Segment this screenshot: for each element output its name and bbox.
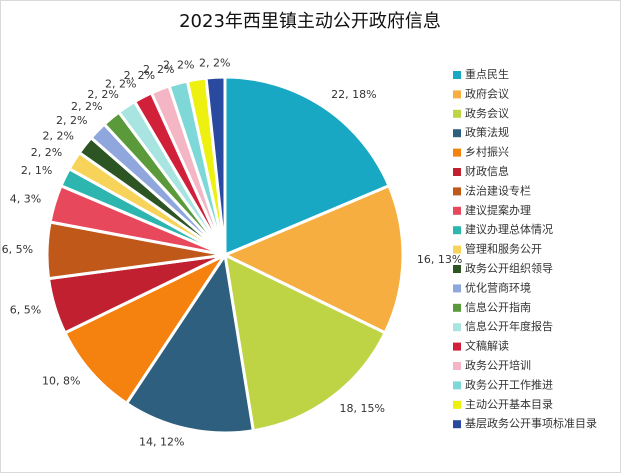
legend-label: 政务会议 <box>465 106 509 120</box>
data-label: 2, 2% <box>31 146 62 159</box>
legend-swatch <box>453 129 461 138</box>
legend-label: 法治建设专栏 <box>465 183 531 197</box>
legend-label: 信息公开年度报告 <box>465 319 553 333</box>
pie-slice <box>204 75 227 256</box>
legend-label: 基层政务公开事项标准目录 <box>465 416 597 430</box>
data-label: 2, 2% <box>199 56 230 69</box>
legend-label: 信息公开指南 <box>465 300 531 314</box>
legend-swatch <box>453 323 461 332</box>
data-label: 2, 2% <box>87 88 118 101</box>
legend-swatch <box>453 362 461 370</box>
pie-slice <box>124 250 256 435</box>
legend-swatch <box>453 265 461 273</box>
legend-swatch <box>453 303 461 312</box>
legend-swatch <box>453 168 461 176</box>
legend-swatch <box>453 342 461 351</box>
legend-swatch <box>453 400 461 409</box>
data-label: 2, 2% <box>56 114 87 127</box>
data-label: 16, 13% <box>417 253 462 266</box>
data-label: 2, 2% <box>124 69 155 82</box>
data-label: 22, 18% <box>331 88 376 101</box>
legend-swatch <box>453 245 461 254</box>
data-label: 6, 5% <box>2 243 33 256</box>
legend-swatch <box>453 206 461 215</box>
data-label: 2, 2% <box>143 63 174 76</box>
data-label: 6, 5% <box>10 303 41 316</box>
legend-label: 重点民生 <box>465 67 509 81</box>
legend-swatch <box>453 420 461 429</box>
legend-label: 政策法规 <box>465 125 509 139</box>
data-label: 2, 2% <box>43 129 74 142</box>
legend-swatch <box>453 109 461 118</box>
data-label: 2, 2% <box>163 58 194 71</box>
pie-slice <box>223 75 391 258</box>
legend-label: 建议办理总体情况 <box>465 222 553 236</box>
legend-label: 财政信息 <box>465 164 509 178</box>
legend-label: 主动公开基本目录 <box>465 397 553 411</box>
data-label: 2, 2% <box>105 78 136 91</box>
legend-label: 政府会议 <box>465 86 509 100</box>
pie-slice <box>221 183 405 335</box>
legend-swatch <box>453 71 461 79</box>
legend-label: 政务公开培训 <box>465 358 531 372</box>
legend-label: 政务公开组织领导 <box>465 261 553 275</box>
legend-swatch <box>453 187 461 196</box>
pie-slice <box>223 252 388 433</box>
data-label: 4, 3% <box>10 193 41 206</box>
data-label: 2, 1% <box>21 164 52 177</box>
legend-label: 政务公开工作推进 <box>465 377 553 391</box>
data-label: 14, 12% <box>139 436 184 449</box>
legend-swatch <box>453 284 461 293</box>
chart-title: 2023年西里镇主动公开政府信息 <box>179 11 441 32</box>
legend-label: 管理和服务公开 <box>465 242 542 256</box>
legend-swatch <box>453 148 461 157</box>
pie-slice <box>62 251 230 406</box>
data-label: 18, 15% <box>340 402 385 415</box>
legend-swatch <box>453 90 461 99</box>
data-label: 10, 8% <box>42 374 80 387</box>
legend-swatch <box>453 226 461 235</box>
data-label: 2, 2% <box>71 100 102 113</box>
legend-label: 优化营商环境 <box>465 280 531 294</box>
legend-label: 建议提案办理 <box>465 203 531 217</box>
legend-label: 乡村振兴 <box>465 145 509 159</box>
legend-swatch <box>453 381 461 390</box>
legend-label: 文稿解读 <box>465 339 509 353</box>
